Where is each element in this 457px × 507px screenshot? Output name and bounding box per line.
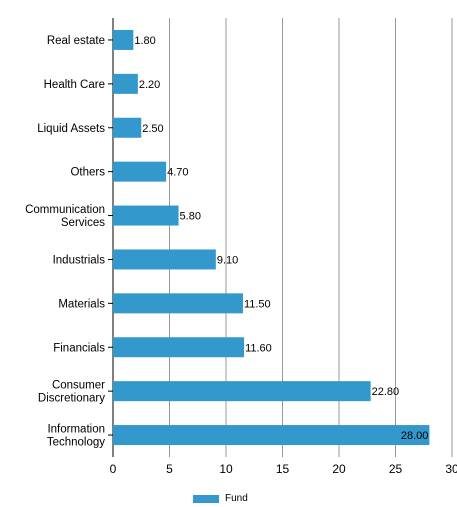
bar (113, 249, 216, 270)
x-tick-label: 20 (332, 462, 346, 476)
category-label: Liquid Assets (37, 123, 105, 135)
category-label: Financials (53, 342, 105, 354)
category-label: Information Technology (47, 424, 105, 449)
category-label: Materials (58, 298, 105, 310)
legend-swatch (193, 495, 219, 503)
legend: Fund (193, 494, 248, 504)
x-tick-label: 5 (166, 462, 173, 476)
data-label: 2.20 (139, 79, 160, 91)
bar (113, 161, 167, 182)
data-label: 5.80 (180, 211, 201, 223)
data-label: 4.70 (167, 167, 188, 179)
category-label: Consumer Discretionary (38, 380, 105, 405)
data-label: 2.50 (142, 123, 163, 135)
data-label: 22.80 (372, 386, 400, 398)
data-label: 28.00 (401, 430, 429, 442)
category-label: Real estate (47, 35, 105, 47)
x-tick-label: 30 (445, 462, 457, 476)
bar (113, 117, 142, 138)
data-label: 11.50 (244, 298, 271, 310)
x-tick-label: 25 (389, 462, 403, 476)
bar (113, 381, 371, 402)
data-label: 1.80 (134, 35, 155, 47)
legend-label: Fund (225, 493, 248, 504)
x-tick-label: 0 (110, 462, 117, 476)
category-label: Industrials (53, 254, 106, 266)
data-label: 11.60 (245, 342, 272, 354)
x-tick-label: 15 (276, 462, 290, 476)
data-label: 9.10 (217, 254, 238, 266)
category-label: Communication Services (25, 204, 105, 229)
category-label: Health Care (44, 79, 105, 91)
x-tick-label: 10 (219, 462, 233, 476)
bar (113, 205, 179, 226)
bar (113, 337, 245, 358)
bar (113, 293, 243, 314)
bar (113, 29, 134, 50)
bar (113, 425, 430, 446)
category-label: Others (70, 167, 105, 179)
bar (113, 73, 138, 94)
